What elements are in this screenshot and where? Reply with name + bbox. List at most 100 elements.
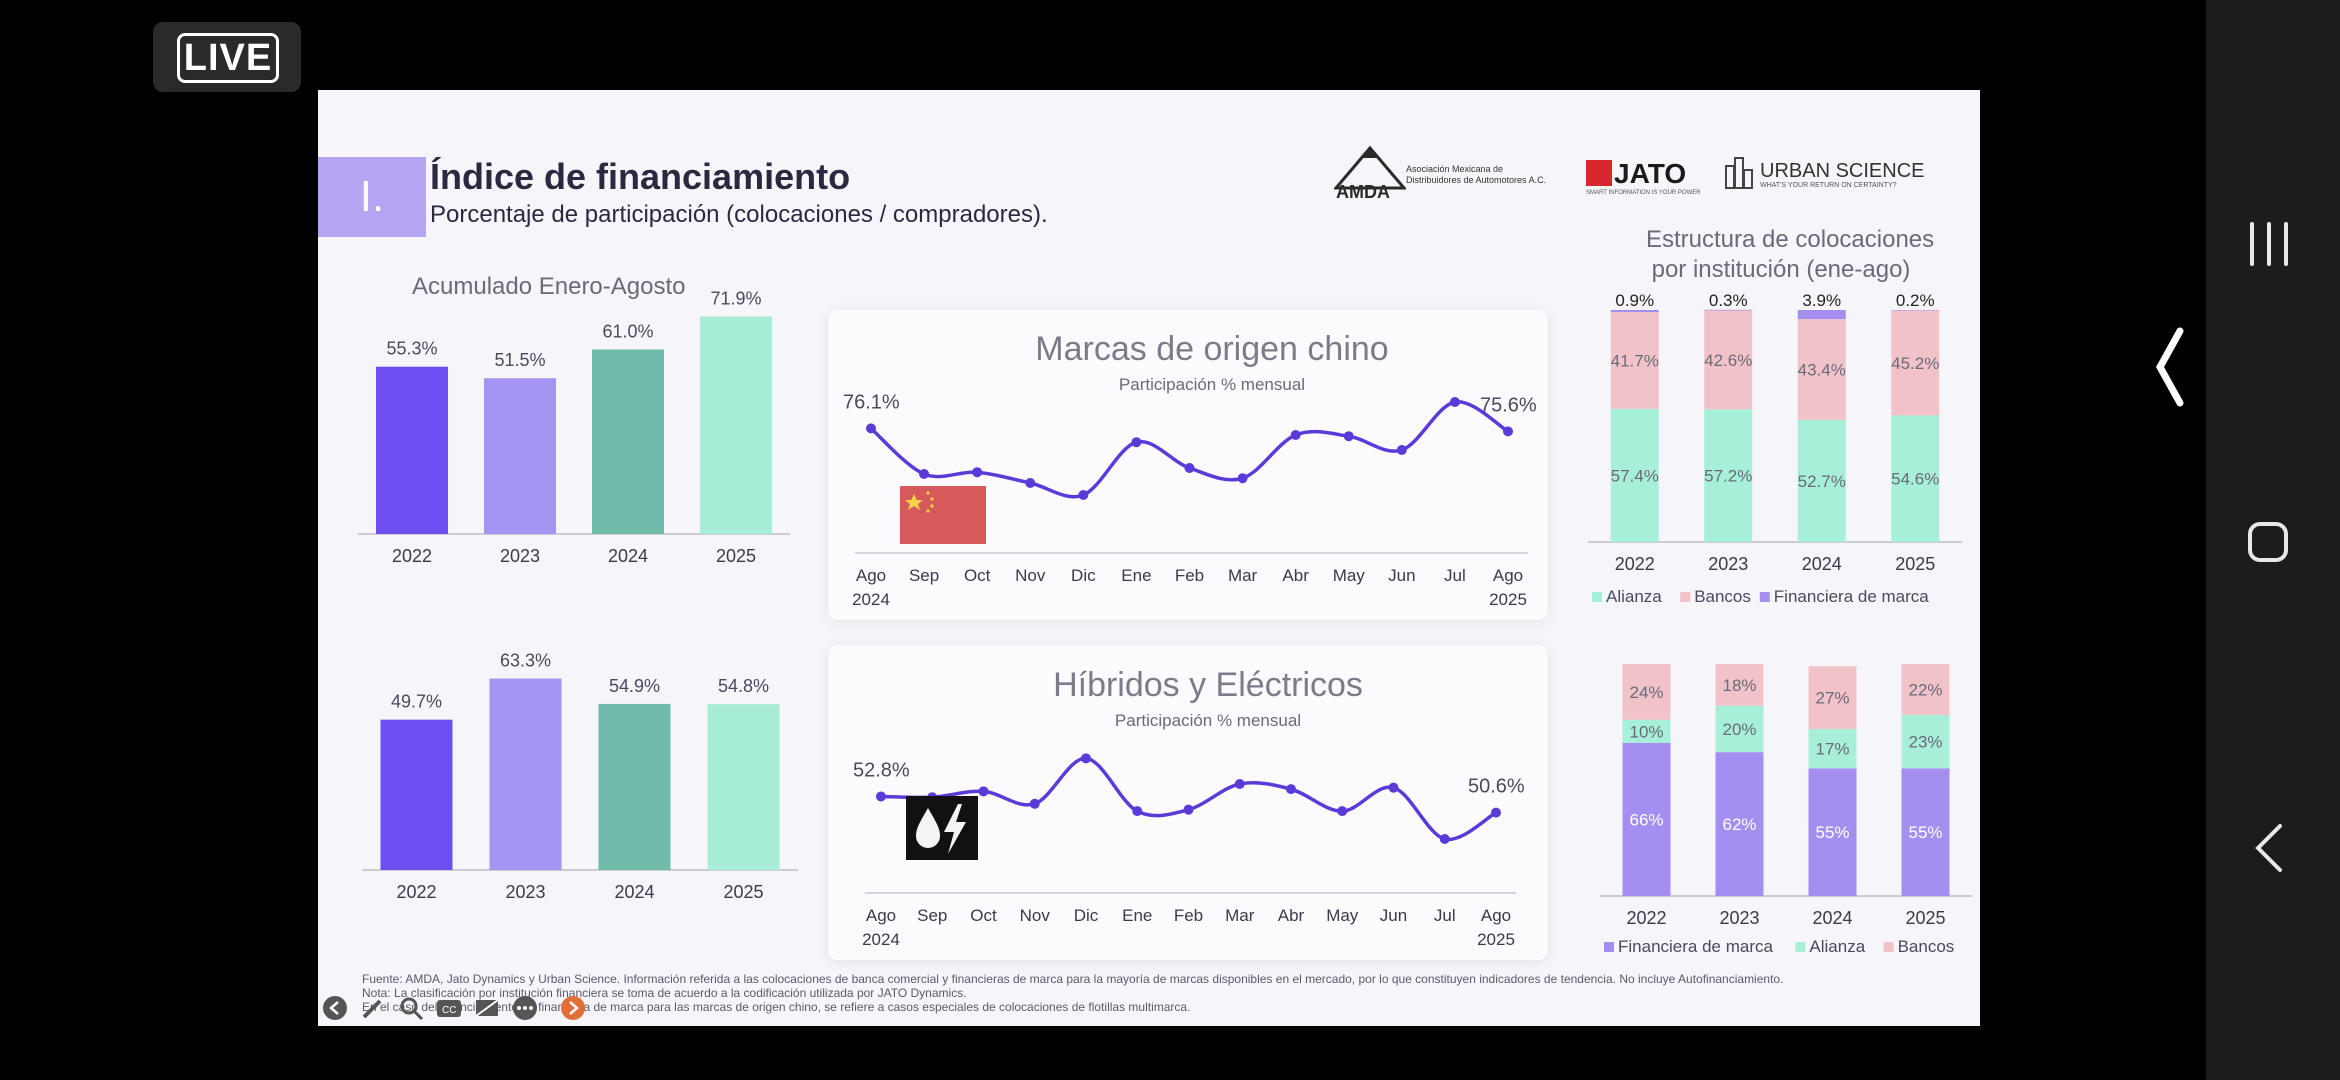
slide-title: Índice de financiamiento <box>430 156 851 197</box>
pen-icon[interactable] <box>358 993 388 1023</box>
hybrid-electric-chart-point <box>1132 806 1143 817</box>
hybrid-electric-chart-point <box>1388 782 1399 793</box>
structure-chart-1-segment-label: 0.3% <box>1709 291 1748 310</box>
chinese-brands-chart-tick-label: Ago <box>856 566 886 585</box>
structure-legend-2-label: Bancos <box>1898 937 1955 956</box>
top-bar-chart-value-label: 61.0% <box>602 321 653 341</box>
chinese-brands-chart-tick-sublabel: 2024 <box>852 590 890 609</box>
home-icon[interactable] <box>2248 522 2288 562</box>
hybrid-electric-chart-tick-sublabel: 2025 <box>1477 930 1515 949</box>
structure-chart-2-segment <box>1901 768 1950 896</box>
structure-legend-2-label: Financiera de marca <box>1618 937 1774 956</box>
live-badge: LIVE <box>153 22 301 92</box>
hybrid-electric-chart-start-label: 52.8% <box>853 759 910 781</box>
structure-chart-2-segment-label: 23% <box>1908 733 1942 752</box>
chinese-brands-chart-tick-label: Nov <box>1015 566 1046 585</box>
structure-chart-2-segment <box>1808 768 1857 896</box>
top-bar-chart-bar <box>376 366 448 534</box>
structure-chart-1-segment-label: 0.2% <box>1896 291 1935 310</box>
presentation-slide: I. Índice de financiamiento Porcentaje d… <box>318 90 1980 1026</box>
chinese-brands-chart-subtitle: Participación % mensual <box>1119 375 1305 394</box>
chinese-brands-chart-tick-label: Feb <box>1175 566 1204 585</box>
top-bar-chart-value-label: 55.3% <box>386 339 437 359</box>
screen-icon[interactable] <box>472 993 502 1023</box>
structure-chart-1-segment-label: 54.6% <box>1891 470 1939 489</box>
structure-chart-2-segment <box>1715 752 1764 896</box>
chinese-brands-chart-tick-label: Ene <box>1121 566 1151 585</box>
bottom-bar-chart-bar <box>598 703 671 870</box>
chinese-brands-chart-tick-label: Dic <box>1071 566 1096 585</box>
hybrid-electric-chart-point <box>1234 779 1245 789</box>
structure-chart-2-segment-label: 24% <box>1629 683 1663 702</box>
top-bar-chart-value-label: 51.5% <box>494 350 545 370</box>
hybrid-electric-chart-point <box>1491 807 1501 818</box>
amda-text-line1: Asociación Mexicana de <box>1406 164 1504 174</box>
structure-chart-2-segment-label: 10% <box>1629 722 1663 741</box>
structure-chart-1-segment-label: 52.7% <box>1798 472 1846 491</box>
top-bar-chart-tick-label: 2024 <box>608 546 648 566</box>
hybrid-electric-chart-point <box>978 786 989 797</box>
live-label: LIVE <box>177 33 279 83</box>
next-slide-icon[interactable] <box>558 993 588 1023</box>
recent-apps-icon[interactable] <box>2250 222 2290 266</box>
structure-chart-1-segment <box>1797 319 1846 420</box>
structure-chart-2-segment <box>1808 728 1857 769</box>
structure-chart-2-segment <box>1622 719 1671 743</box>
structure-chart-1-segment <box>1704 310 1753 410</box>
side-panel-chevron-icon[interactable] <box>2150 325 2190 409</box>
chinese-brands-chart-point <box>1078 490 1089 500</box>
structure-chart-2-tick-label: 2022 <box>1626 908 1666 928</box>
bottom-bar-chart-value-label: 63.3% <box>500 651 551 671</box>
structure-legend-2-swatch <box>1883 942 1894 952</box>
captions-icon[interactable]: CC <box>434 993 464 1023</box>
hybrid-electric-chart-end-label: 50.6% <box>1468 776 1525 798</box>
chinese-brands-chart-point <box>866 423 876 434</box>
top-bar-chart-bar <box>592 349 664 534</box>
jato-logo: JATO SMART INFORMATION IS YOUR POWER <box>1586 158 1701 198</box>
chinese-brands-chart-point <box>919 469 930 479</box>
structure-chart-1-tick-label: 2022 <box>1615 554 1655 574</box>
jato-wordmark: JATO <box>1614 158 1687 189</box>
section-number: I. <box>318 157 426 237</box>
hybrid-electric-chart-tick-label: Jun <box>1380 906 1407 925</box>
bottom-bar-chart-bar <box>489 678 562 870</box>
bottom-bar-chart-value-label: 49.7% <box>391 692 442 712</box>
chinese-brands-chart-tick-label: Sep <box>909 566 939 585</box>
structure-chart-1-segment <box>1797 419 1846 542</box>
footer-note: Nota: La clasificación por institución f… <box>362 986 967 1000</box>
hybrid-electric-chart-point <box>1183 804 1194 815</box>
urban-science-tagline: WHAT'S YOUR RETURN ON CERTAINTY? <box>1760 182 1897 189</box>
previous-slide-icon[interactable] <box>320 993 350 1023</box>
bottom-bar-chart-tick-label: 2025 <box>723 882 763 902</box>
zoom-icon[interactable] <box>396 993 426 1023</box>
structure-chart-1-segment-label: 57.4% <box>1611 466 1659 485</box>
bottom-bar-chart-tick-label: 2024 <box>614 882 654 902</box>
structure-chart-1-segment <box>1610 408 1659 542</box>
urban-science-wordmark: URBAN SCIENCE <box>1760 160 1925 182</box>
structure-chart-2-segment-label: 62% <box>1722 815 1756 834</box>
hybrid-electric-chart-tick-label: Mar <box>1225 906 1255 925</box>
chinese-brands-chart-point <box>1025 478 1036 488</box>
back-icon[interactable] <box>2252 822 2288 874</box>
structure-chart-2-segment-label: 55% <box>1815 823 1849 842</box>
hybrid-electric-chart-tick-label: Ago <box>866 906 896 925</box>
more-options-icon[interactable] <box>510 993 540 1023</box>
structure-legend-1-swatch <box>1759 592 1770 602</box>
structure-chart-2-segment-label: 27% <box>1815 689 1849 708</box>
structure-chart-2-segment-label: 17% <box>1815 740 1849 759</box>
hybrid-electric-chart-point <box>1081 753 1091 764</box>
structure-chart-1-segment <box>1891 415 1940 542</box>
hybrid-electric-chart-tick-label: Ene <box>1122 906 1152 925</box>
structure-chart-2-segment <box>1808 666 1857 729</box>
bottom-bar-chart-bar <box>707 704 780 870</box>
hybrid-electric-chart-tick-label: Sep <box>917 906 947 925</box>
chinese-brands-chart-title: Marcas de origen chino <box>1035 330 1388 368</box>
amda-wordmark: AMDA <box>1336 182 1390 202</box>
svg-text:CC: CC <box>442 1005 456 1016</box>
left-section-title: Acumulado Enero-Agosto <box>412 273 686 300</box>
chinese-brands-chart-point <box>1343 431 1354 442</box>
chinese-brands-chart-point <box>1184 463 1195 473</box>
bottom-bar-chart-tick-label: 2023 <box>505 882 545 902</box>
structure-chart-2-segment <box>1901 715 1950 769</box>
hybrid-electric-chart-point <box>1286 784 1296 795</box>
